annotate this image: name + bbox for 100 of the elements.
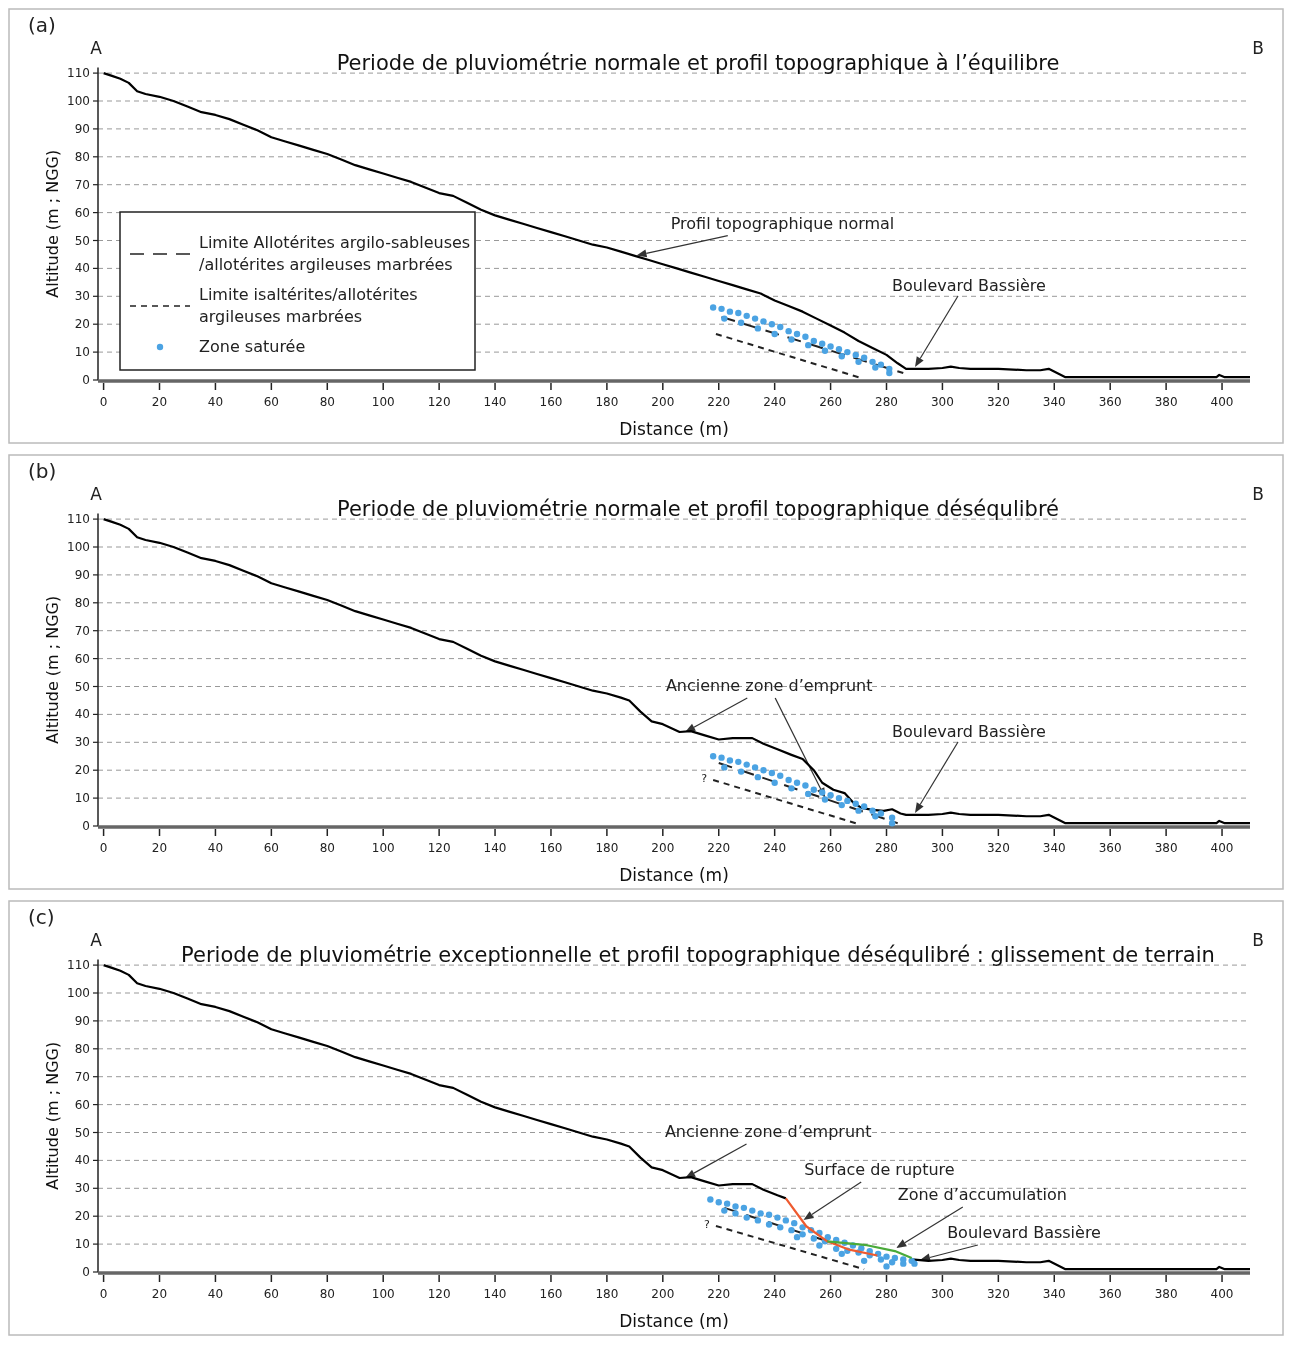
chart-title: Periode de pluviométrie normale et profil topographique déséqulibré — [337, 497, 1059, 521]
y-tick-label: 20 — [74, 317, 90, 332]
legend-label: Limite isaltérites/allotérites argileuses marbrées — [199, 285, 418, 326]
point — [765, 1221, 773, 1228]
annotation: ? — [703, 1217, 710, 1231]
y-tick-label: 70 — [74, 623, 90, 638]
point — [707, 1196, 714, 1203]
x-tick-label: 320 — [986, 395, 1010, 409]
point — [760, 318, 767, 325]
line-series — [102, 72, 1252, 379]
x-tick-label: 340 — [1042, 1287, 1066, 1301]
point — [838, 1250, 845, 1258]
point — [888, 814, 896, 821]
legend-label: Zone saturée — [199, 337, 306, 356]
point — [799, 1224, 806, 1231]
point — [852, 800, 859, 807]
point — [751, 764, 759, 771]
y-tick-label: 80 — [74, 1041, 90, 1056]
point — [791, 1219, 798, 1227]
x-tick-label: 140 — [483, 395, 507, 409]
point — [900, 1260, 907, 1267]
y-tick-label: 60 — [74, 651, 90, 666]
point — [765, 1211, 773, 1219]
point — [827, 343, 834, 350]
x-tick-label: 240 — [763, 395, 787, 409]
point — [883, 1263, 890, 1270]
point — [805, 790, 812, 798]
text: (c) — [28, 905, 55, 929]
x-tick-label: 120 — [427, 841, 451, 855]
point — [743, 312, 750, 320]
x-tick-label: 200 — [651, 1287, 675, 1301]
x-tick-label: 400 — [1210, 841, 1234, 855]
point — [805, 341, 812, 349]
x-tick-label: 200 — [651, 841, 675, 855]
x-tick-label: 80 — [319, 1287, 335, 1301]
point — [816, 1242, 823, 1249]
point — [821, 347, 829, 354]
text: B — [1252, 930, 1264, 950]
x-axis-title: Distance (m) — [619, 865, 729, 885]
x-tick-label: 400 — [1210, 395, 1234, 409]
point — [888, 1259, 896, 1266]
x-tick-label: 140 — [483, 1287, 507, 1301]
x-tick-label: 220 — [707, 395, 731, 409]
point — [774, 1214, 781, 1221]
annotation: Surface de rupture — [804, 1160, 955, 1180]
x-tick-label: 80 — [319, 395, 335, 409]
point — [872, 364, 879, 371]
y-tick-label: 60 — [74, 205, 90, 220]
x-tick-label: 20 — [151, 395, 168, 409]
point — [737, 319, 745, 327]
annotation: Boulevard Bassière — [892, 722, 1046, 741]
point — [718, 305, 725, 313]
y-tick-label: 80 — [74, 149, 90, 164]
y-tick-label: 40 — [74, 1153, 90, 1168]
x-tick-label: 360 — [1098, 1287, 1122, 1301]
point — [855, 807, 862, 814]
x-tick-label: 380 — [1154, 841, 1178, 855]
y-tick-label: 10 — [74, 345, 90, 360]
point — [835, 794, 843, 802]
x-tick-label: 320 — [986, 841, 1010, 855]
chart-title: Periode de pluviométrie normale et profil topographique à l’équilibre — [336, 51, 1060, 75]
x-tick-label: 60 — [263, 1287, 279, 1301]
x-tick-label: 80 — [319, 841, 335, 855]
point — [777, 772, 784, 779]
y-tick-label: 40 — [74, 261, 90, 276]
x-tick-label: 400 — [1210, 1287, 1234, 1301]
point — [721, 764, 728, 771]
x-tick-label: 180 — [595, 841, 619, 855]
y-tick-label: 90 — [74, 121, 90, 136]
y-tick-label: 20 — [74, 763, 90, 778]
x-tick-label: 260 — [819, 395, 843, 409]
x-tick-label: 120 — [427, 1287, 451, 1301]
x-tick-label: 180 — [595, 395, 619, 409]
point — [743, 761, 750, 768]
line-series — [102, 964, 787, 1200]
annotation: Ancienne zone d’emprunt — [664, 1121, 872, 1141]
x-tick-label: 120 — [427, 395, 451, 409]
x-tick-label: 20 — [151, 841, 168, 855]
y-axis-title: Altitude (m ; NGG) — [43, 1041, 62, 1190]
point — [855, 358, 862, 366]
x-tick-label: 300 — [930, 1287, 954, 1301]
text: A — [90, 484, 103, 504]
point — [788, 1226, 795, 1234]
x-tick-label: 40 — [207, 841, 224, 855]
point — [785, 327, 792, 335]
point — [877, 810, 885, 817]
x-tick-label: 340 — [1042, 395, 1066, 409]
text: (a) — [28, 13, 56, 37]
x-tick-label: 280 — [875, 395, 898, 409]
x-tick-label: 40 — [207, 1287, 224, 1301]
point — [709, 304, 717, 311]
point — [860, 354, 868, 361]
annotation: Boulevard Bassière — [947, 1223, 1101, 1242]
y-tick-label: 110 — [67, 66, 90, 81]
y-tick-label: 30 — [74, 289, 90, 304]
text: B — [1252, 484, 1264, 504]
text: B — [1252, 38, 1264, 58]
point — [721, 315, 728, 322]
point — [737, 768, 745, 775]
point — [844, 348, 851, 356]
